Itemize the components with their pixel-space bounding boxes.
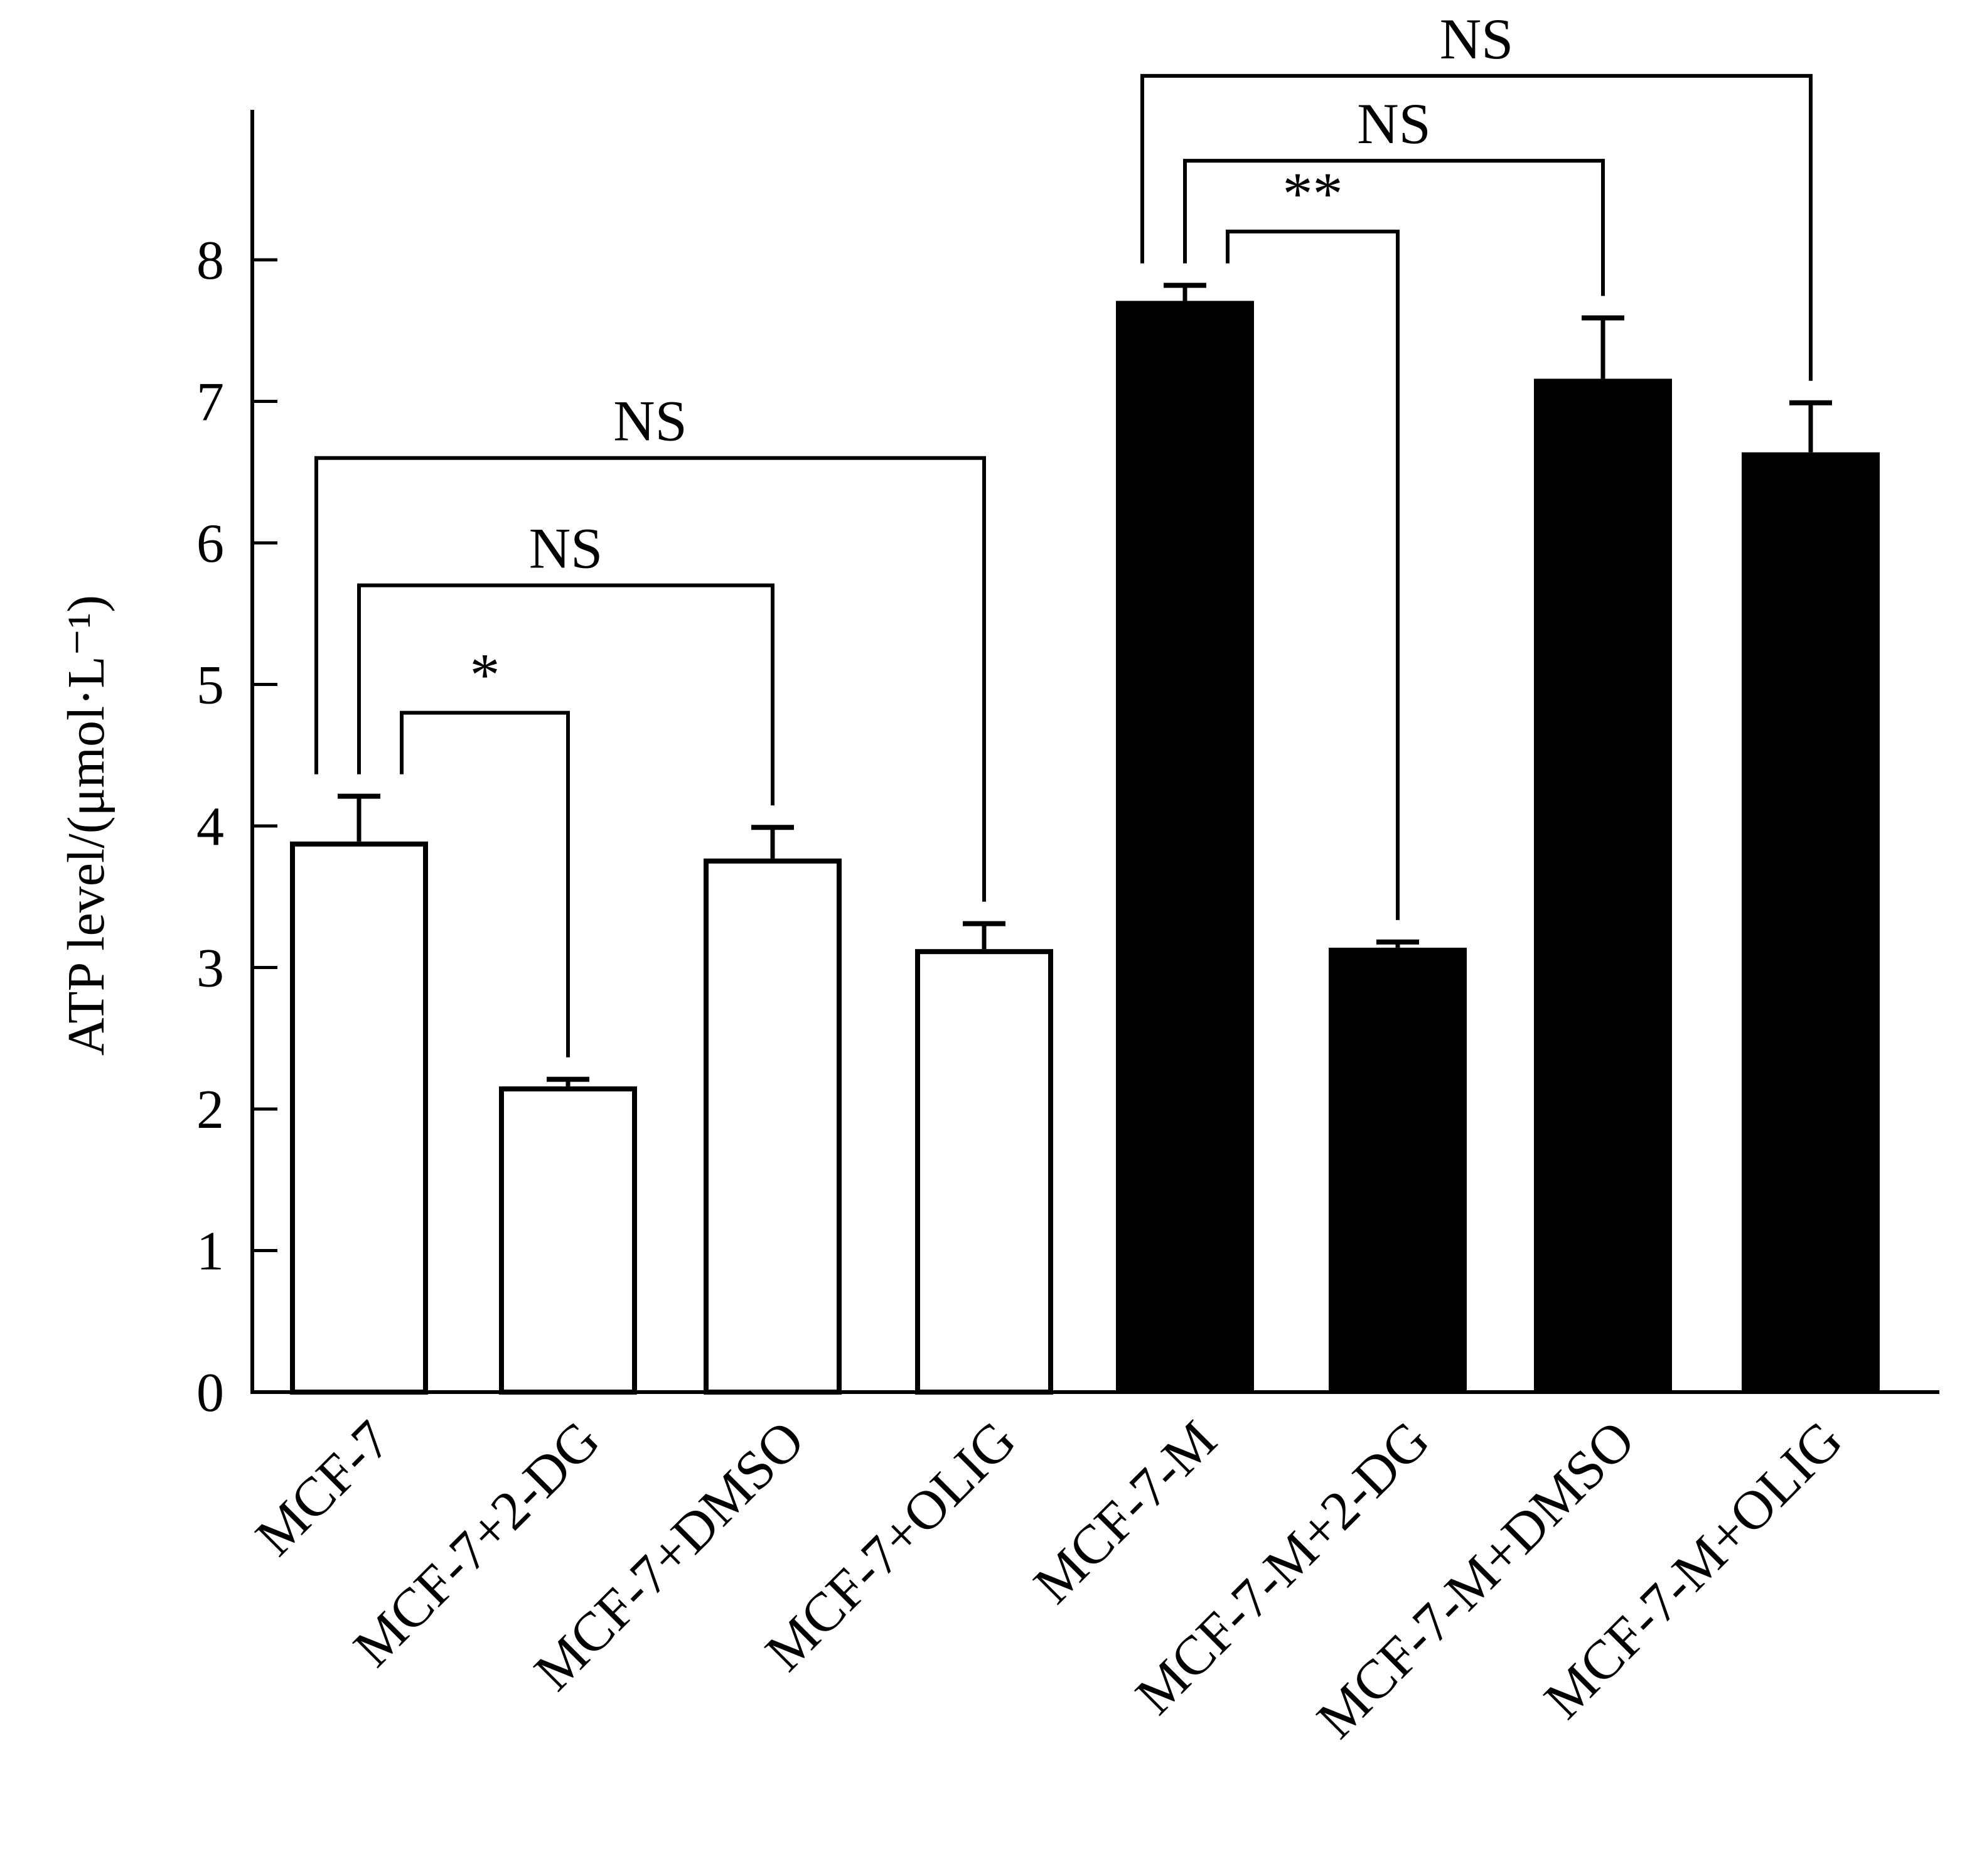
bar (704, 858, 842, 1395)
y-tick-label: 0 (196, 1363, 224, 1423)
y-tick-label: 2 (196, 1080, 224, 1140)
bar (1742, 452, 1880, 1393)
y-axis-label: ATP level/(μmol·L⁻¹) (57, 595, 115, 1056)
y-tick-label: 4 (196, 796, 224, 857)
bar (499, 1086, 637, 1395)
y-tick-label: 8 (196, 230, 224, 291)
significance-bracket (1140, 73, 1813, 381)
significance-bracket (314, 456, 986, 902)
y-tick-label: 6 (196, 513, 224, 574)
y-tick-label: 7 (196, 372, 224, 433)
significance-bracket (1183, 159, 1605, 296)
significance-label: ** (1283, 160, 1343, 227)
x-tick-label: MCF-7-M (1022, 1410, 1228, 1616)
significance-bracket (1226, 229, 1400, 920)
y-tick-label: 3 (196, 938, 224, 999)
bar (1329, 947, 1467, 1392)
error-bars (338, 282, 1832, 1086)
x-tick-label: MCF-7 (244, 1410, 402, 1568)
y-tick-label: 5 (196, 655, 224, 716)
y-tick-label: 1 (196, 1221, 224, 1282)
bar (915, 949, 1053, 1395)
significance-bracket (400, 710, 570, 1058)
significance-label: NS (529, 517, 603, 581)
bar (1116, 301, 1254, 1392)
significance-bracket (357, 583, 774, 806)
significance-label: NS (1357, 92, 1431, 156)
bar (1534, 378, 1672, 1393)
significance-label: NS (613, 389, 687, 453)
significance-label: * (470, 641, 500, 709)
bar (290, 841, 428, 1395)
bars (290, 301, 1880, 1395)
significance-label: NS (1440, 7, 1514, 71)
